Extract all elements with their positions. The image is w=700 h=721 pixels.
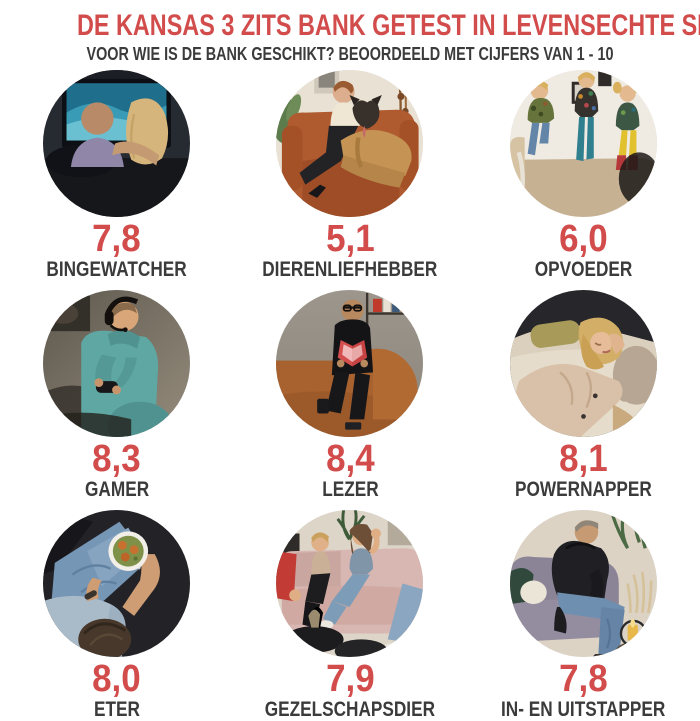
rating-card-dierenliefhebber: 5,1 DIERENLIEFHEBBER [233, 70, 466, 281]
friends-laughing-on-pink-sofa-photo [276, 510, 424, 658]
category-label: OPVOEDER [534, 258, 633, 282]
rating-card-eter: 8,0 ETER [0, 510, 233, 721]
category-label: BINGEWATCHER [46, 258, 187, 282]
rating-card-gezelschapsdier: 7,9 GEZELSCHAPSDIER [233, 510, 466, 721]
man-with-headset-gaming-photo [43, 290, 191, 438]
rating-grid: 7,8 BINGEWATCHER [0, 70, 700, 721]
category-label: GEZELSCHAPSDIER [264, 698, 436, 721]
rating-card-bingewatcher: 7,8 BINGEWATCHER [0, 70, 233, 281]
score-value: 7,8 [92, 218, 141, 261]
page-title: DE KANSAS 3 ZITS BANK GETEST IN LEVENSEC… [77, 9, 700, 42]
category-label: LEZER [321, 478, 379, 502]
score-value: 7,8 [559, 658, 608, 701]
category-label: IN- EN UITSTAPPER [501, 698, 666, 721]
rating-card-powernapper: 8,1 POWERNAPPER [467, 290, 700, 501]
man-reading-red-book-photo [276, 290, 424, 438]
score-value: 8,4 [325, 438, 375, 481]
infographic-header: DE KANSAS 3 ZITS BANK GETEST IN LEVENSEC… [0, 0, 700, 64]
score-value: 8,0 [92, 658, 141, 701]
score-value: 6,0 [559, 218, 608, 261]
rating-card-opvoeder: 6,0 OPVOEDER [467, 70, 700, 281]
category-label: DIERENLIEFHEBBER [262, 258, 438, 282]
children-jumping-on-sofa-photo [509, 70, 657, 218]
woman-with-dog-on-orange-sofa-photo [276, 70, 424, 218]
category-label: ETER [93, 698, 140, 721]
man-eating-bowl-top-view-photo [43, 510, 191, 658]
category-label: GAMER [84, 478, 149, 502]
page-subtitle: VOOR WIE IS DE BANK GESCHIKT? BEOORDEELD… [86, 43, 614, 64]
man-getting-up-from-sofa-photo [509, 510, 657, 658]
rating-card-lezer: 8,4 LEZER [233, 290, 466, 501]
score-value: 8,3 [92, 438, 141, 481]
score-value: 7,9 [325, 658, 375, 701]
score-value: 8,1 [559, 438, 608, 481]
category-label: POWERNAPPER [514, 478, 652, 502]
rating-card-in-en-uitstapper: 7,8 IN- EN UITSTAPPER [467, 510, 700, 721]
score-value: 5,1 [325, 218, 375, 261]
woman-napping-on-sofa-photo [509, 290, 657, 438]
rating-card-gamer: 8,3 GAMER [0, 290, 233, 501]
couple-watching-tv-photo [43, 70, 191, 218]
